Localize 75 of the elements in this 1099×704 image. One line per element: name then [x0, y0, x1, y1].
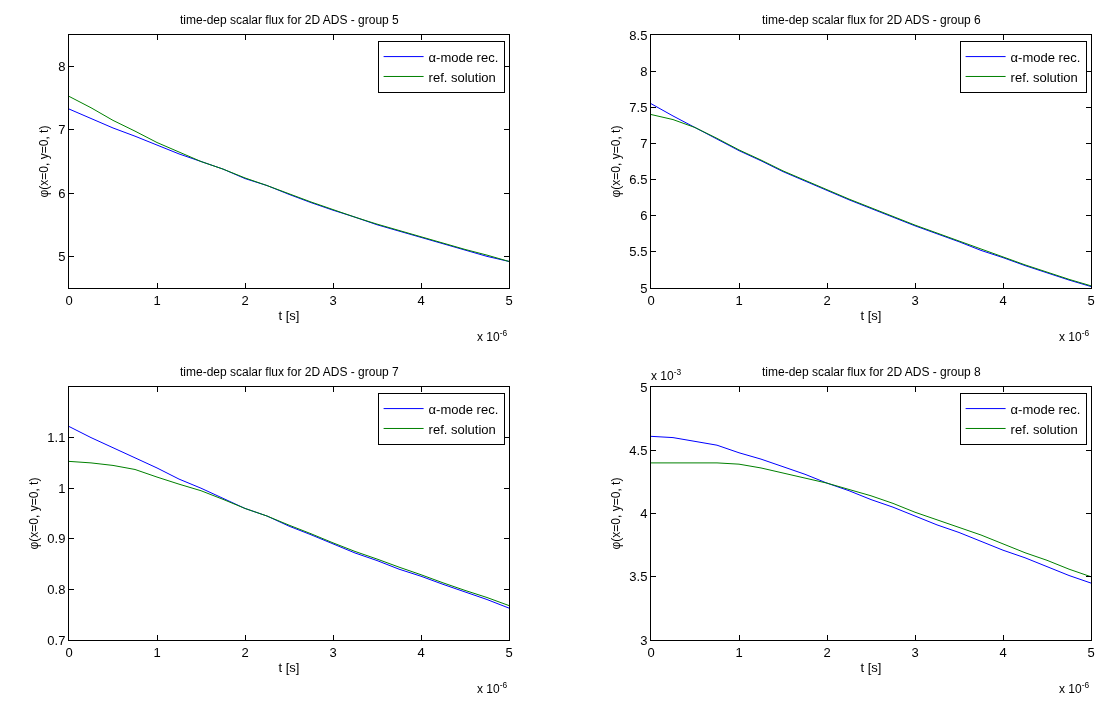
y-tick-label: 8 — [640, 63, 648, 79]
legend-label: ref. solution — [428, 69, 496, 85]
x-tick-label: 3 — [911, 644, 919, 660]
y-axis-title: φ(x=0, y=0, t) — [608, 125, 623, 198]
x-tick-label: 1 — [735, 644, 743, 660]
chart-title: time-dep scalar flux for 2D ADS - group 7 — [180, 365, 400, 379]
y-tick-label: 4.5 — [629, 442, 648, 458]
y-axis-title: φ(x=0, y=0, t) — [37, 125, 52, 198]
x-tick-label: 0 — [647, 292, 655, 308]
legend-label: α-mode rec. — [428, 401, 499, 417]
x-tick-label: 5 — [1087, 644, 1095, 660]
text: x 10$^{-6}$ — [1059, 328, 1090, 345]
x-tick-label: 0 — [65, 292, 73, 308]
x-tick-label: 0 — [647, 644, 655, 660]
legend-label: α-mode rec. — [1010, 49, 1081, 65]
x-tick-label: 1 — [153, 644, 161, 660]
y-tick-label: 7.5 — [629, 99, 648, 115]
x-tick-label: 4 — [999, 292, 1007, 308]
line-series — [651, 435, 1091, 584]
x-axis-title: t [s] — [278, 660, 300, 676]
y-tick-label: 6.5 — [629, 172, 648, 188]
legend-label: ref. solution — [428, 421, 496, 437]
y-tick-label: 5 — [640, 280, 648, 296]
line-series — [651, 462, 1091, 578]
legend-label: ref. solution — [1010, 69, 1078, 85]
x-tick-label: 2 — [241, 292, 249, 308]
y-tick-label: 8.5 — [629, 27, 648, 43]
line-series — [69, 460, 509, 607]
text: x 10$^{-6}$ — [477, 328, 508, 345]
x-tick-label: 4 — [417, 644, 425, 660]
x-tick-label: 1 — [735, 292, 743, 308]
y-axis-title: φ(x=0, y=0, t) — [608, 477, 623, 550]
chart-title: time-dep scalar flux for 2D ADS - group 8 — [762, 365, 982, 379]
x-tick-label: 0 — [65, 644, 73, 660]
y-axis-title: φ(x=0, y=0, t) — [26, 477, 41, 550]
x-axis-title: t [s] — [860, 308, 882, 324]
y-tick-label: 6 — [58, 185, 66, 201]
y-tick-label: 7 — [58, 122, 66, 138]
y-tick-label: 8 — [58, 59, 66, 75]
y-tick-label: 4 — [640, 506, 648, 522]
x-tick-label: 3 — [329, 644, 337, 660]
chart-title: time-dep scalar flux for 2D ADS - group 5 — [180, 13, 400, 27]
x-tick-label: 5 — [1087, 292, 1095, 308]
y-tick-label: 6 — [640, 208, 648, 224]
y-tick-label: 5 — [640, 379, 648, 395]
x-tick-label: 3 — [911, 292, 919, 308]
text: x 10$^{-6}$ — [477, 680, 508, 697]
legend-label: α-mode rec. — [428, 49, 499, 65]
x-tick-label: 5 — [505, 644, 513, 660]
y-tick-label: 0.7 — [47, 632, 66, 648]
y-tick-label: 3.5 — [629, 569, 648, 585]
text: x 10$^{-6}$ — [1059, 680, 1090, 697]
x-axis-title: t [s] — [278, 308, 300, 324]
x-tick-label: 2 — [823, 644, 831, 660]
x-tick-label: 2 — [241, 644, 249, 660]
y-tick-label: 0.8 — [47, 581, 66, 597]
y-tick-label: 1 — [58, 480, 66, 496]
x-axis-title: t [s] — [860, 660, 882, 676]
y-tick-label: 5.5 — [629, 244, 648, 260]
legend-label: α-mode rec. — [1010, 401, 1081, 417]
x-tick-label: 4 — [999, 644, 1007, 660]
x-tick-label: 5 — [505, 292, 513, 308]
y-tick-label: 0.9 — [47, 531, 66, 547]
legend-label: ref. solution — [1010, 421, 1078, 437]
line-series — [69, 425, 509, 609]
x-tick-label: 3 — [329, 292, 337, 308]
x-tick-label: 2 — [823, 292, 831, 308]
chart-title: time-dep scalar flux for 2D ADS - group 6 — [762, 13, 982, 27]
y-tick-label: 5 — [58, 248, 66, 264]
y-tick-label: 1.1 — [47, 430, 66, 446]
y-tick-label: 7 — [640, 135, 648, 151]
text: x 10$^{-3}$ — [651, 367, 682, 384]
x-tick-label: 1 — [153, 292, 161, 308]
y-tick-label: 3 — [640, 632, 648, 648]
x-tick-label: 4 — [417, 292, 425, 308]
